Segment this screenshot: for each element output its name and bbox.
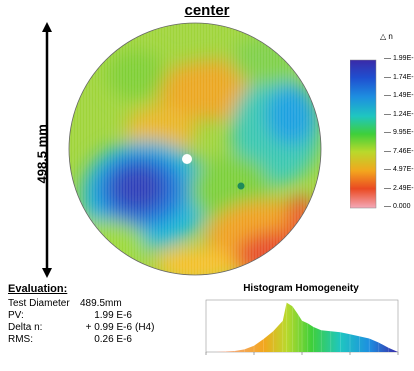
colorbar-tick-label: — 7.46E-7 — [384, 147, 414, 155]
center-marker — [182, 154, 192, 164]
dimension-arrow — [42, 22, 52, 278]
homogeneity-map — [68, 22, 322, 276]
chart-title: center — [184, 2, 230, 19]
eval-value-diameter: 489.5mm — [80, 298, 122, 309]
reference-marker — [237, 182, 245, 190]
eval-label-diameter: Test Diameter — [8, 298, 70, 309]
colorbar-tick-label: — 1.74E-6 — [384, 73, 414, 81]
colorbar-title: △ n — [380, 32, 393, 41]
colorbar — [350, 59, 377, 209]
eval-label-delta-n: Delta n: — [8, 322, 43, 333]
dimension-label: 498.5 mm — [34, 124, 50, 184]
eval-label-pv: PV: — [8, 310, 24, 321]
eval-value-pv: 1.99 E-6 — [94, 310, 132, 321]
eval-value-delta-n: + 0.99 E-6 — [85, 322, 132, 333]
colorbar-tick-label: — 4.97E-7 — [384, 166, 414, 173]
eval-label-rms: RMS: — [8, 334, 33, 345]
histogram-title: Histogram Homogeneity — [243, 283, 359, 294]
colorbar-tick-label: — 9.95E-7 — [384, 129, 414, 136]
colorbar-tick-label: — 1.24E-6 — [384, 110, 414, 118]
histogram-chart — [205, 299, 399, 355]
colorbar-tick-label: — 0.000 — [384, 203, 411, 210]
colorbar-tick-label: — 1.49E-6 — [384, 92, 414, 99]
eval-value-rms: 0.26 E-6 — [94, 334, 132, 345]
evaluation-title: Evaluation: — [8, 283, 68, 295]
histogram-area — [206, 302, 398, 352]
colorbar-tick-label: — 1.99E-6 — [384, 55, 414, 62]
colorbar-tick-label: — 2.49E-7 — [384, 184, 414, 192]
eval-note-delta-n: (H4) — [135, 322, 155, 333]
